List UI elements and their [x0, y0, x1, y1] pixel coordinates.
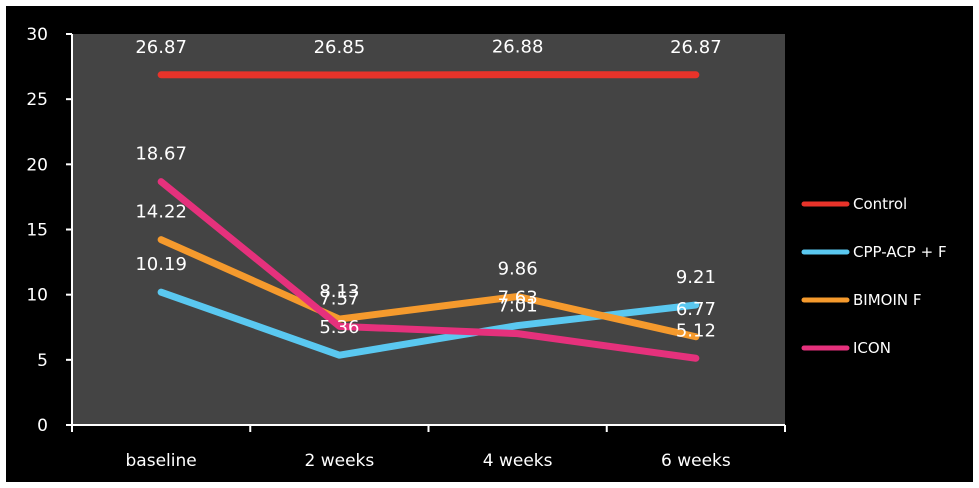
y-tick-label: 25 [26, 90, 48, 110]
y-tick-label: 10 [26, 286, 48, 306]
series-line [157, 236, 700, 341]
x-tick-label: 2 weeks [305, 451, 375, 471]
data-label: 26.85 [314, 37, 366, 58]
data-label: 26.87 [135, 37, 187, 58]
data-label: 9.86 [498, 258, 538, 279]
data-label: 14.22 [135, 202, 187, 223]
data-label: 7.57 [319, 288, 359, 309]
x-tick-label: 6 weeks [661, 451, 731, 471]
axes: 0 5 10 15 20 25 30 baseline 2 weeks 4 weeks 6 week… [26, 25, 786, 471]
data-label: 10.19 [135, 254, 187, 275]
series-lines [157, 71, 700, 362]
data-label: 7.63 [498, 288, 538, 309]
data-label: 18.67 [135, 144, 187, 165]
data-label: 7.01 [498, 296, 538, 317]
y-tick-label: 15 [26, 221, 48, 241]
data-labels: 26.87 26.85 26.88 26.87 10.19 5.36 7.63 9.21 14.… [135, 37, 721, 342]
data-label: 6.77 [676, 299, 716, 320]
data-label: 8.13 [319, 281, 359, 302]
data-label: 5.12 [676, 320, 716, 341]
legend-label: BIMOIN F [853, 291, 922, 309]
series-line [157, 178, 700, 362]
y-tick-label: 20 [26, 155, 48, 175]
legend-label: Control [853, 195, 907, 213]
y-tick-label: 30 [26, 25, 48, 45]
legend-label: ICON [853, 339, 891, 357]
data-label: 9.21 [676, 267, 716, 288]
data-label: 26.87 [670, 37, 722, 58]
legend-label: CPP-ACP + F [853, 243, 947, 261]
legend: Control CPP-ACP + F BIMOIN F ICON [801, 195, 947, 357]
x-tick-label: baseline [126, 451, 197, 471]
x-tick-label: 4 weeks [483, 451, 553, 471]
data-label: 26.88 [492, 37, 544, 58]
plot-area [72, 34, 785, 425]
data-label: 5.36 [319, 317, 359, 338]
y-tick-label: 5 [37, 351, 48, 371]
y-tick-label: 0 [37, 416, 48, 436]
